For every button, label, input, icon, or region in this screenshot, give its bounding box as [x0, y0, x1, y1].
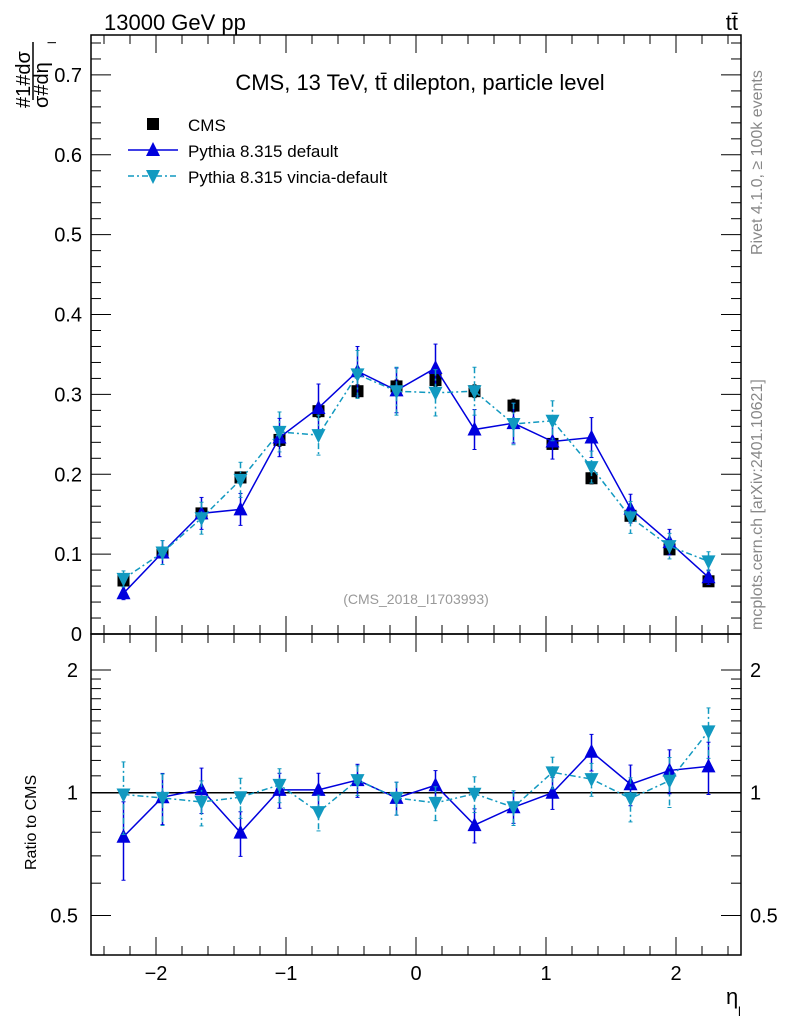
ratio-pythia-vincia-point: [155, 791, 170, 806]
x-tick-label: 1: [540, 963, 551, 985]
pythia-vincia-point: [233, 473, 248, 488]
ratio-pythia-vincia-point: [389, 791, 404, 806]
ratio-pythia-vincia-point: [545, 766, 560, 781]
pythia-default-point: [701, 569, 716, 584]
ratio-pythia-vincia-point: [350, 774, 365, 789]
x-tick-label: 0: [410, 963, 421, 985]
pythia-vincia-point: [155, 546, 170, 561]
pythia-default-point: [623, 500, 638, 515]
ratio-y-tick-label-right: 1: [750, 783, 761, 805]
pythia-vincia-point: [194, 512, 209, 527]
y-label-subscript: l: [45, 41, 59, 44]
ratio-pythia-vincia-point: [584, 773, 599, 788]
chart-title: CMS, 13 TeV, tt̄ dilepton, particle leve…: [235, 70, 604, 95]
ratio-pythia-vincia-point: [116, 788, 131, 803]
analysis-label: (CMS_2018_I1703993): [343, 591, 489, 607]
y-tick-label: 0.4: [54, 305, 82, 327]
ratio-y-tick-label: 1: [67, 783, 78, 805]
pythia-vincia-point: [506, 417, 521, 432]
pythia-default-point: [467, 421, 482, 436]
pythia-vincia-point: [545, 414, 560, 429]
pythia-default-point: [584, 429, 599, 444]
energy-label: 13000 GeV pp: [104, 10, 246, 35]
ratio-y-tick-label: 2: [67, 660, 78, 682]
pythia-vincia-line: [123, 373, 709, 580]
x-axis-label-subscript: l: [738, 1004, 741, 1019]
y-label-denominator: σ#dη: [31, 62, 53, 108]
ratio-pythia-vincia-point: [428, 796, 443, 811]
ratio-frame: [90, 633, 742, 956]
main-plot: 0 0.1 0.2 0.3 0.4 0.5 0.6 0.7: [54, 34, 742, 955]
ratio-pythia-vincia-point: [272, 778, 287, 793]
pythia-vincia-point: [311, 429, 326, 444]
ratio-pythia-default-point: [584, 743, 599, 758]
pythia-vincia-point: [623, 511, 638, 526]
pythia-default-point: [116, 585, 131, 600]
pythia-vincia-point: [350, 368, 365, 383]
ratio-pythia-default-point: [545, 784, 560, 799]
y-axis-label: #1#dσ σ#dη l: [13, 41, 59, 108]
ratio-pythia-vincia-point: [506, 801, 521, 816]
ratio-pythia-vincia-point: [662, 774, 677, 789]
ratio-pythia-default-point: [194, 781, 209, 796]
x-tick-label: 2: [670, 963, 681, 985]
ratio-pythia-default-point: [662, 762, 677, 777]
pythia-vincia-point: [428, 386, 443, 401]
y-tick-label: 0.6: [54, 145, 82, 167]
ratio-pythia-vincia-point: [467, 787, 482, 802]
pythia-default-point: [233, 501, 248, 516]
ratio-pythia-vincia-point: [194, 795, 209, 810]
pythia-vincia-point: [467, 385, 482, 400]
pythia-default-point: [311, 399, 326, 414]
y-tick-label: 0.7: [54, 65, 82, 87]
ratio-pythia-vincia-point: [701, 725, 716, 740]
ratio-pythia-default-point: [116, 828, 131, 843]
ratio-pythia-default-point: [233, 824, 248, 839]
process-label: tt̄: [726, 10, 738, 35]
pythia-vincia-point: [662, 540, 677, 555]
legend-marker: [146, 170, 160, 184]
ratio-plot: −2 −1 0 1 2 0.5 0.5 1 1 2 2: [50, 633, 778, 985]
y-tick-label: 0.5: [54, 225, 82, 247]
ratio-pythia-default-point: [701, 758, 716, 773]
pythia-vincia-point: [584, 461, 599, 476]
pythia-default-line: [122, 367, 710, 594]
ratio-y-tick-label-right: 0.5: [750, 905, 778, 927]
ratio-pythia-vincia-line: [123, 730, 710, 814]
y-tick-label: 0.2: [54, 464, 82, 486]
ratio-pythia-vincia-point: [311, 806, 326, 821]
legend-label: Pythia 8.315 default: [188, 142, 339, 161]
ratio-y-tick-label-right: 2: [750, 660, 761, 682]
y-tick-label: 0.1: [54, 544, 82, 566]
y-label-numerator: #1#dσ: [13, 51, 35, 108]
legend-label: CMS: [188, 116, 226, 135]
ratio-pythia-default-point: [311, 781, 326, 796]
ratio-pythia-vincia-point: [233, 791, 248, 806]
x-tick-label: −2: [145, 963, 168, 985]
ratio-pythia-default-point: [428, 777, 443, 792]
y-tick-label: 0: [71, 624, 82, 646]
x-axis-label: η: [726, 984, 738, 1009]
ratio-y-label: Ratio to CMS: [23, 775, 40, 870]
cms-point: [585, 472, 598, 485]
legend-label: Pythia 8.315 vincia-default: [188, 168, 388, 187]
legend: CMS Pythia 8.315 default Pythia 8.315 vinc…: [128, 116, 388, 187]
legend-marker: [147, 118, 159, 130]
x-tick-label: −1: [275, 963, 298, 985]
legend-marker: [146, 142, 160, 156]
ratio-pythia-vincia-point: [623, 792, 638, 807]
ratio-pythia-default-line: [122, 750, 709, 838]
pythia-vincia-point: [116, 572, 131, 587]
rivet-label: Rivet 4.1.0, ≥ 100k events: [749, 70, 766, 255]
ratio-pythia-default-point: [467, 817, 482, 832]
y-tick-label: 0.3: [54, 384, 82, 406]
pythia-default-point: [428, 360, 443, 375]
pythia-vincia-point: [701, 555, 716, 570]
pythia-vincia-point: [272, 425, 287, 440]
ratio-y-tick-label: 0.5: [50, 905, 78, 927]
pythia-vincia-point: [389, 385, 404, 400]
source-label: mcplots.cern.ch [arXiv:2401.10621]: [749, 379, 766, 630]
